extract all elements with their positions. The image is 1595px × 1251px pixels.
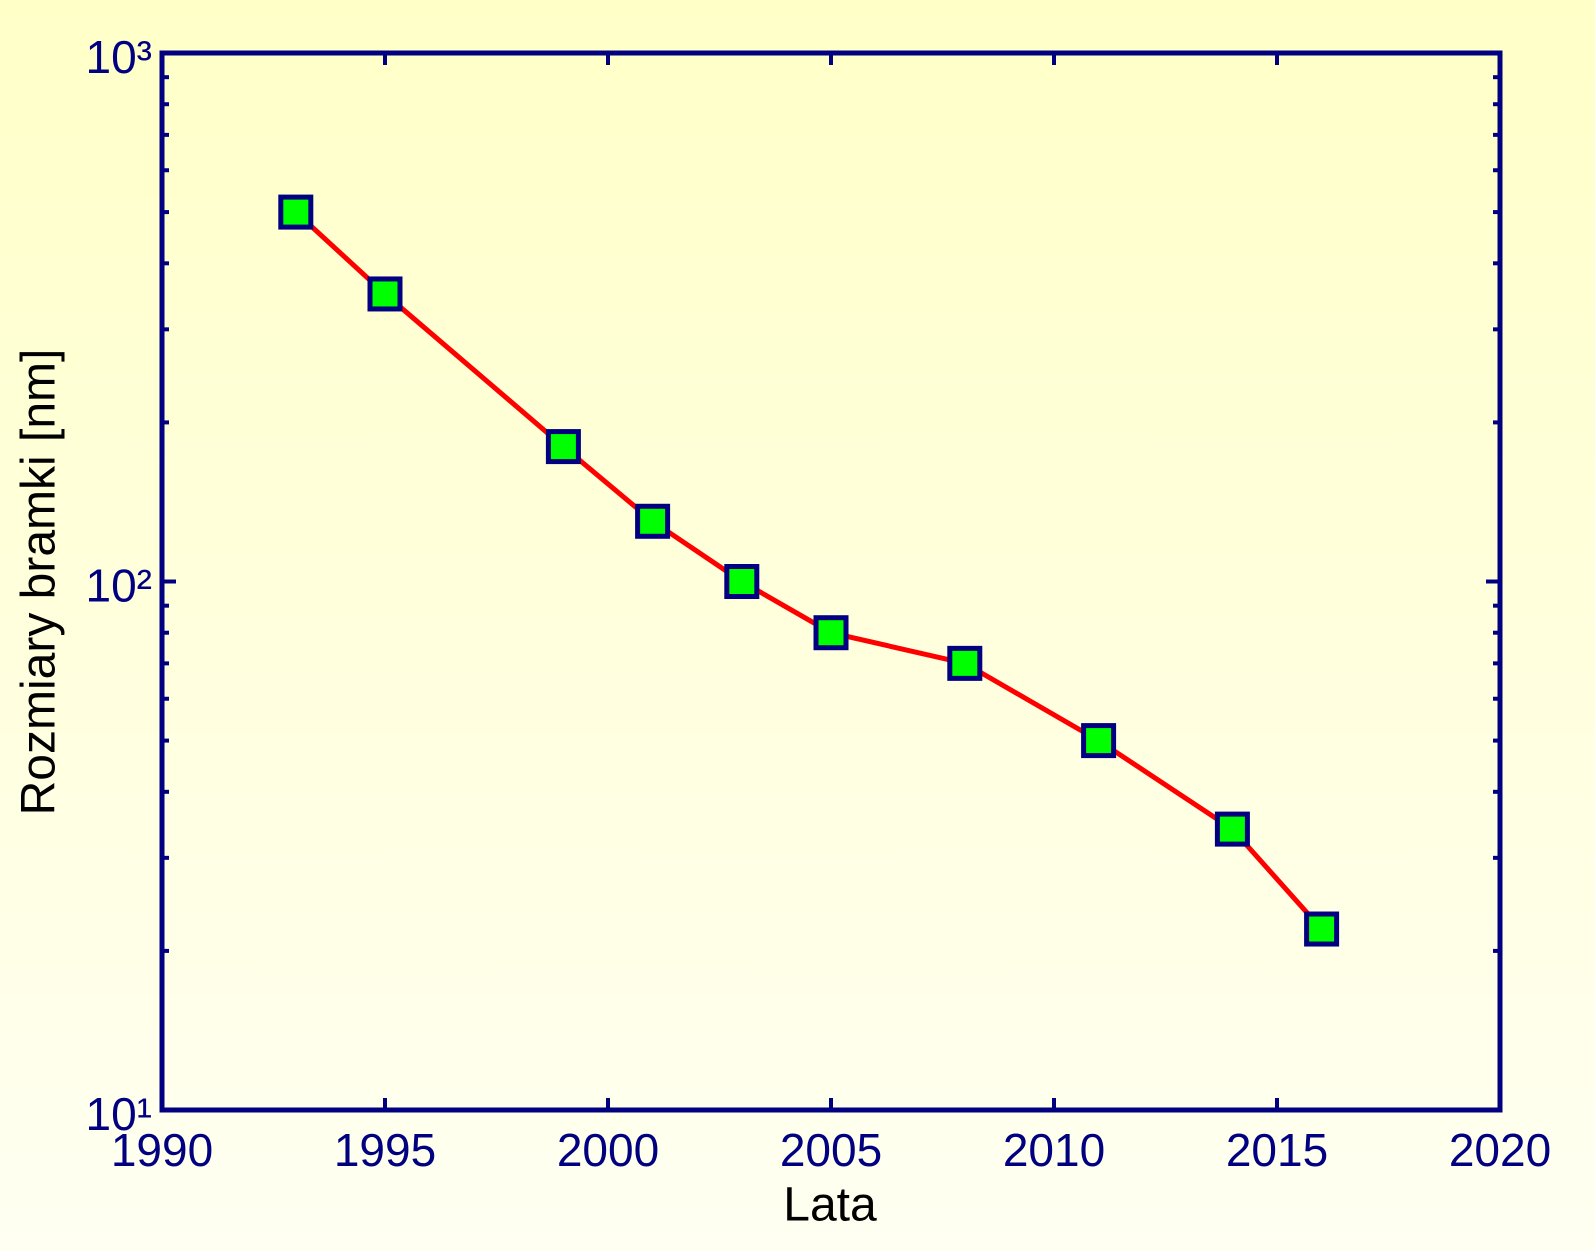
marker <box>367 276 403 312</box>
x-tick-label: 2005 <box>780 1124 882 1176</box>
marker <box>724 564 760 599</box>
marker <box>1214 811 1250 847</box>
x-tick-label: 1990 <box>111 1124 213 1176</box>
marker <box>813 615 849 651</box>
y-tick-label: 10² <box>86 560 152 612</box>
x-axis-label: Lata <box>783 1179 877 1232</box>
plot-frame <box>159 50 1503 1113</box>
y-tick-label: 10¹ <box>86 1088 152 1140</box>
x-tick-label: 2010 <box>1003 1124 1105 1176</box>
x-tick-label: 1995 <box>334 1124 436 1176</box>
data-line <box>294 210 1324 931</box>
x-tick-label: 2020 <box>1449 1124 1551 1176</box>
marker <box>1304 911 1340 947</box>
x-tick-label: 2015 <box>1226 1124 1328 1176</box>
x-tick-label: 2000 <box>557 1124 659 1176</box>
y-axis-label: Rozmiary bramki [nm] <box>13 349 66 816</box>
marker <box>1081 723 1117 759</box>
marker <box>635 503 671 539</box>
marker <box>545 429 581 465</box>
marker <box>278 194 314 230</box>
y-tick-label: 10³ <box>86 31 152 83</box>
marker <box>947 645 983 681</box>
